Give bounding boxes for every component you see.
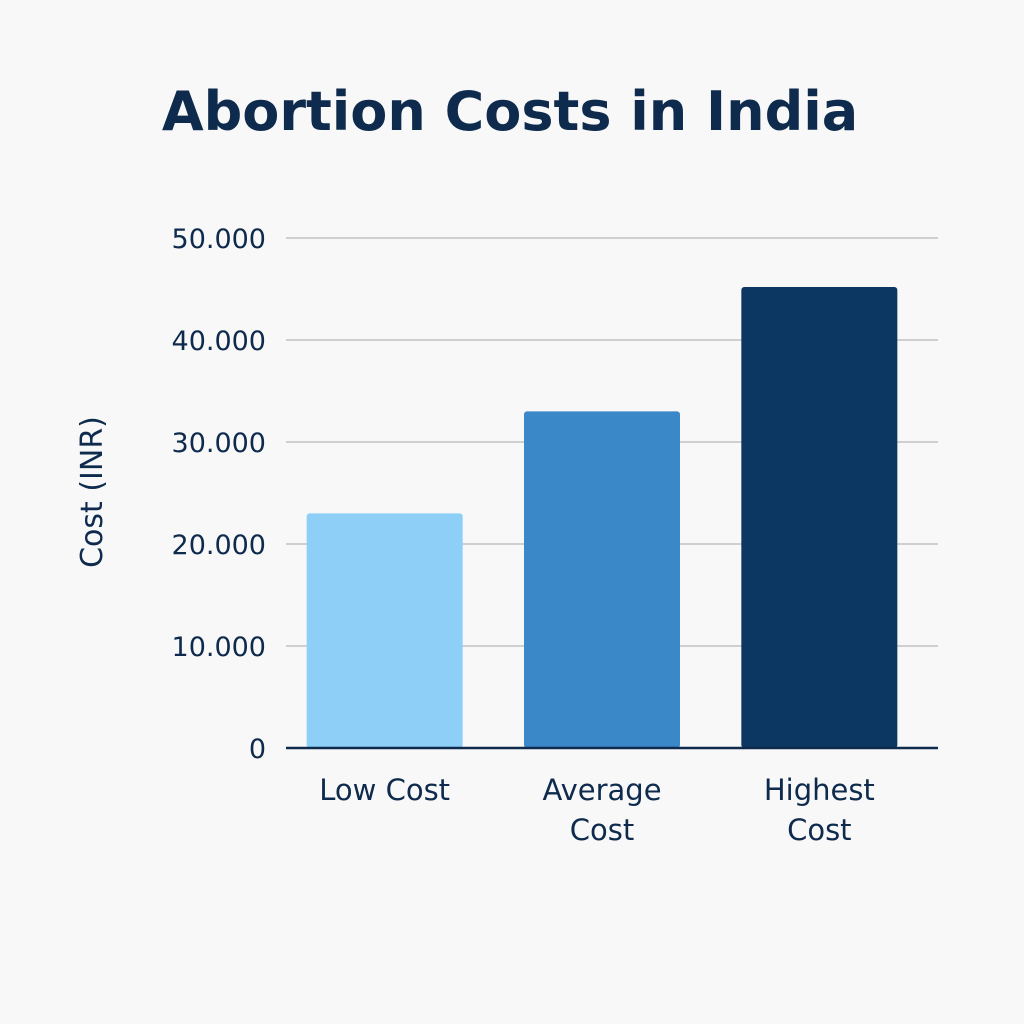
y-axis-label: Cost (INR) bbox=[75, 416, 110, 568]
y-tick-label: 0 bbox=[249, 734, 266, 765]
category-label-line: Highest bbox=[764, 773, 875, 807]
y-tick-label: 20.000 bbox=[172, 530, 266, 561]
y-tick-labels: 0 10.000 20.000 30.000 40.000 50.000 bbox=[172, 224, 266, 765]
category-label-line: Cost bbox=[787, 813, 851, 847]
bar bbox=[741, 286, 898, 748]
y-tick-label: 30.000 bbox=[172, 428, 266, 459]
category-label: Low Cost bbox=[319, 773, 450, 807]
category-label-line: Low Cost bbox=[319, 773, 450, 807]
category-label: Highest Cost bbox=[764, 773, 875, 847]
category-labels: Low Cost Average Cost Highest Cost bbox=[319, 773, 875, 847]
bars bbox=[306, 286, 898, 748]
y-tick-label: 40.000 bbox=[172, 326, 266, 357]
bar bbox=[306, 513, 463, 748]
category-label-line: Average bbox=[542, 773, 661, 807]
y-tick-label: 50.000 bbox=[172, 224, 266, 255]
category-label: Average Cost bbox=[542, 773, 661, 847]
category-label-line: Cost bbox=[570, 813, 634, 847]
y-tick-label: 10.000 bbox=[172, 632, 266, 663]
chart-title: Abortion Costs in India bbox=[162, 80, 858, 143]
bar bbox=[524, 411, 680, 748]
